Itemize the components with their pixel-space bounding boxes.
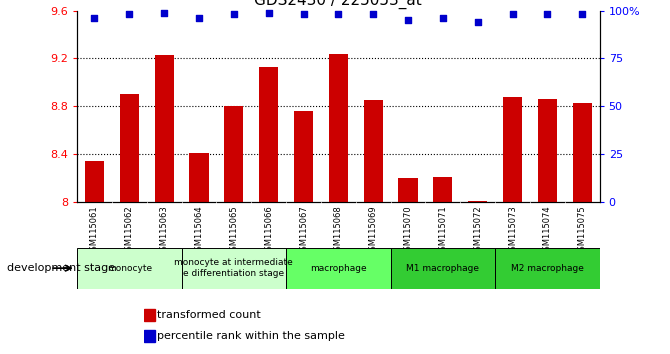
Bar — [433, 177, 452, 202]
Point — [194, 16, 204, 21]
Bar — [224, 106, 243, 202]
Bar — [364, 100, 383, 202]
Point — [89, 16, 100, 21]
Text: GSM115061: GSM115061 — [90, 205, 99, 256]
Point — [333, 12, 344, 17]
Bar — [573, 103, 592, 202]
Point — [403, 17, 413, 23]
Bar — [329, 53, 348, 202]
Text: GSM115065: GSM115065 — [229, 205, 239, 256]
Point — [472, 19, 483, 25]
Text: GSM115064: GSM115064 — [194, 205, 204, 256]
Text: macrophage: macrophage — [310, 264, 366, 273]
Bar — [286, 248, 391, 289]
Bar — [294, 111, 313, 202]
Text: GSM115063: GSM115063 — [159, 205, 169, 256]
Bar — [190, 153, 208, 202]
Text: GSM115070: GSM115070 — [403, 205, 413, 256]
Point — [263, 10, 274, 15]
Bar — [120, 94, 139, 202]
Point — [507, 12, 518, 17]
Point — [368, 12, 379, 17]
Bar — [182, 248, 286, 289]
Text: monocyte: monocyte — [107, 264, 152, 273]
Text: GSM115072: GSM115072 — [473, 205, 482, 256]
Text: GSM115062: GSM115062 — [125, 205, 134, 256]
Text: development stage: development stage — [7, 263, 115, 273]
Bar — [391, 248, 495, 289]
Bar — [495, 248, 600, 289]
Bar — [144, 309, 155, 321]
Point — [542, 12, 553, 17]
Text: GSM115075: GSM115075 — [578, 205, 587, 256]
Text: monocyte at intermediate
e differentiation stage: monocyte at intermediate e differentiati… — [174, 258, 293, 278]
Point — [438, 16, 448, 21]
Text: GSM115069: GSM115069 — [369, 205, 378, 256]
Text: GSM115067: GSM115067 — [299, 205, 308, 256]
Text: transformed count: transformed count — [157, 310, 261, 320]
Point — [124, 12, 135, 17]
Point — [298, 12, 309, 17]
Text: GSM115068: GSM115068 — [334, 205, 343, 256]
Bar — [155, 55, 174, 202]
Title: GDS2430 / 225053_at: GDS2430 / 225053_at — [255, 0, 422, 9]
Point — [159, 10, 170, 15]
Bar — [538, 99, 557, 202]
Point — [577, 12, 588, 17]
Text: M1 macrophage: M1 macrophage — [407, 264, 479, 273]
Bar — [399, 178, 417, 202]
Point — [228, 12, 239, 17]
Text: M2 macrophage: M2 macrophage — [511, 264, 584, 273]
Text: percentile rank within the sample: percentile rank within the sample — [157, 331, 344, 341]
Bar — [468, 201, 487, 202]
Bar — [259, 67, 278, 202]
Text: GSM115066: GSM115066 — [264, 205, 273, 256]
Text: GSM115074: GSM115074 — [543, 205, 552, 256]
Bar — [503, 97, 522, 202]
Bar — [85, 161, 104, 202]
Text: GSM115071: GSM115071 — [438, 205, 448, 256]
Text: GSM115073: GSM115073 — [508, 205, 517, 256]
Bar — [77, 248, 182, 289]
Bar — [144, 330, 155, 342]
